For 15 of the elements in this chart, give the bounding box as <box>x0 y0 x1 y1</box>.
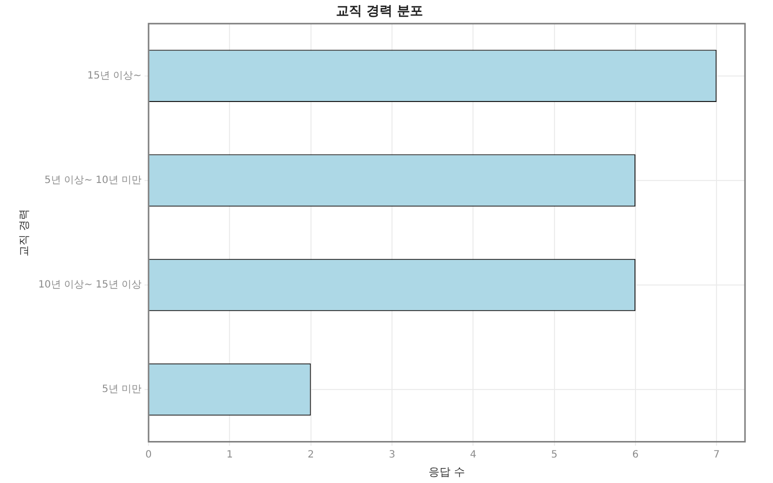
x-tick-label: 2 <box>308 449 314 460</box>
y-tick-label: 15년 이상~ <box>87 70 142 82</box>
y-tick-label: 5년 이상~ 10년 미만 <box>44 175 142 186</box>
chart-title: 교직 경력 분포 <box>336 4 424 20</box>
x-tick-label: 3 <box>388 449 396 460</box>
x-tick-label: 7 <box>713 449 720 460</box>
y-tick-label: 5년 미만 <box>102 384 142 396</box>
x-tick-label: 6 <box>632 449 639 460</box>
x-tick-label: 4 <box>470 449 476 460</box>
y-tick-label: 10년 이상~ 15년 이상 <box>38 280 142 291</box>
x-tick-label: 0 <box>145 449 152 460</box>
x-axis-title: 응답 수 <box>428 465 466 478</box>
x-tick-label: 1 <box>226 449 233 460</box>
y-axis-title: 교직 경력 <box>17 208 30 256</box>
x-tick-label: 5 <box>551 449 558 460</box>
